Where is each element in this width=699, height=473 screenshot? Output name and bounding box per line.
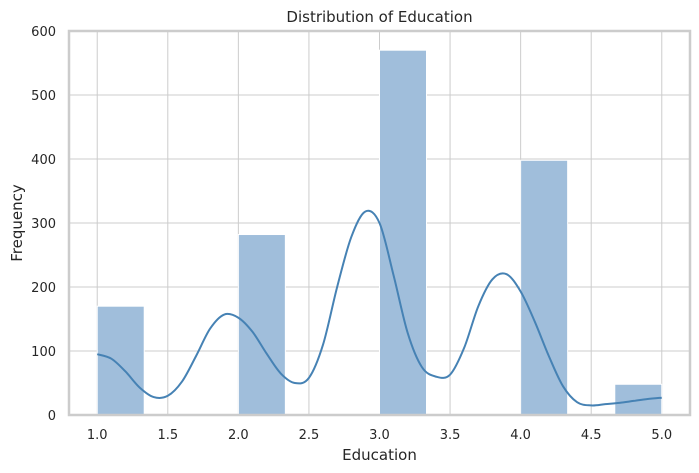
- x-tick-label: 2.5: [299, 428, 320, 443]
- y-tick-label: 300: [31, 217, 56, 232]
- y-axis-ticks: 0 100 200 300 400 500 600: [31, 25, 56, 424]
- y-tick-label: 100: [31, 345, 56, 360]
- x-tick-label: 3.5: [440, 428, 461, 443]
- x-tick-label: 3.0: [369, 428, 390, 443]
- y-tick-label: 0: [48, 409, 56, 424]
- histogram-bar: [520, 159, 569, 416]
- x-axis-ticks: 1.0 1.5 2.0 2.5 3.0 3.5 4.0 4.5 5.0: [87, 428, 672, 443]
- y-axis-title: Frequency: [8, 184, 26, 262]
- y-tick-label: 600: [31, 25, 56, 40]
- x-tick-label: 1.5: [157, 428, 178, 443]
- x-tick-label: 5.0: [651, 428, 672, 443]
- y-tick-label: 500: [31, 89, 56, 104]
- histogram-bars: [96, 49, 663, 416]
- histogram-bar: [379, 49, 427, 416]
- y-tick-label: 400: [31, 153, 56, 168]
- histogram-bar: [96, 305, 145, 416]
- x-tick-label: 2.0: [228, 428, 249, 443]
- x-tick-label: 4.5: [581, 428, 602, 443]
- x-tick-label: 4.0: [510, 428, 531, 443]
- x-tick-label: 1.0: [87, 428, 108, 443]
- kde-density-line: [96, 209, 662, 407]
- x-axis-title: Education: [342, 446, 417, 464]
- plot-frame: [67, 29, 692, 417]
- y-tick-label: 200: [31, 281, 56, 296]
- chart-title: Distribution of Education: [286, 8, 472, 26]
